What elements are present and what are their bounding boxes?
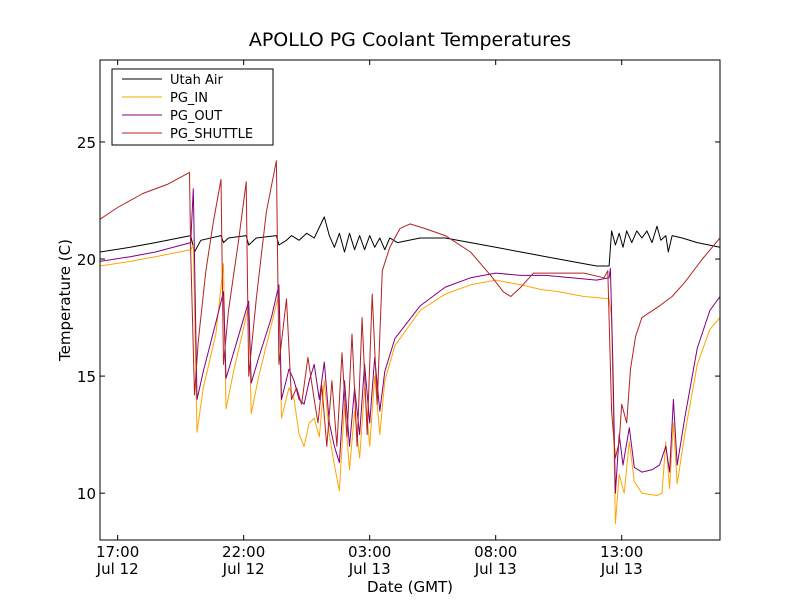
x-tick-date-label: Jul 13 xyxy=(600,560,643,578)
y-tick-label: 15 xyxy=(77,368,96,386)
x-tick-time-label: 13:00 xyxy=(600,543,643,561)
legend-label: PG_IN xyxy=(170,91,208,106)
x-tick-date-label: Jul 13 xyxy=(348,560,391,578)
x-tick-time-label: 17:00 xyxy=(96,543,139,561)
series-line-pg-in xyxy=(100,244,720,525)
x-tick-time-label: 08:00 xyxy=(474,543,517,561)
y-tick-label: 10 xyxy=(77,485,96,503)
series-line-pg-shuttle xyxy=(100,160,720,459)
plot-frame xyxy=(99,59,721,541)
y-axis-label: Temperature (C) xyxy=(56,239,74,362)
y-tick-label: 25 xyxy=(77,134,96,152)
legend: Utah Air PG_IN PG_OUT PG_SHUTTLE xyxy=(111,68,274,146)
legend-label: PG_SHUTTLE xyxy=(170,127,253,142)
x-tick-date-label: Jul 12 xyxy=(96,560,139,578)
x-tick-date-label: Jul 13 xyxy=(474,560,517,578)
x-tick-time-label: 22:00 xyxy=(222,543,265,561)
chart-title: APOLLO PG Coolant Temperatures xyxy=(249,29,571,51)
x-axis-label: Date (GMT) xyxy=(367,578,453,596)
legend-label: PG_OUT xyxy=(170,109,222,124)
y-tick-label: 20 xyxy=(77,251,96,269)
series-line-utah-air xyxy=(100,216,720,267)
legend-box xyxy=(111,68,274,146)
x-tick-date-label: Jul 12 xyxy=(222,560,265,578)
x-tick-time-label: 03:00 xyxy=(348,543,391,561)
legend-label: Utah Air xyxy=(170,73,223,88)
series-layer xyxy=(100,160,720,525)
